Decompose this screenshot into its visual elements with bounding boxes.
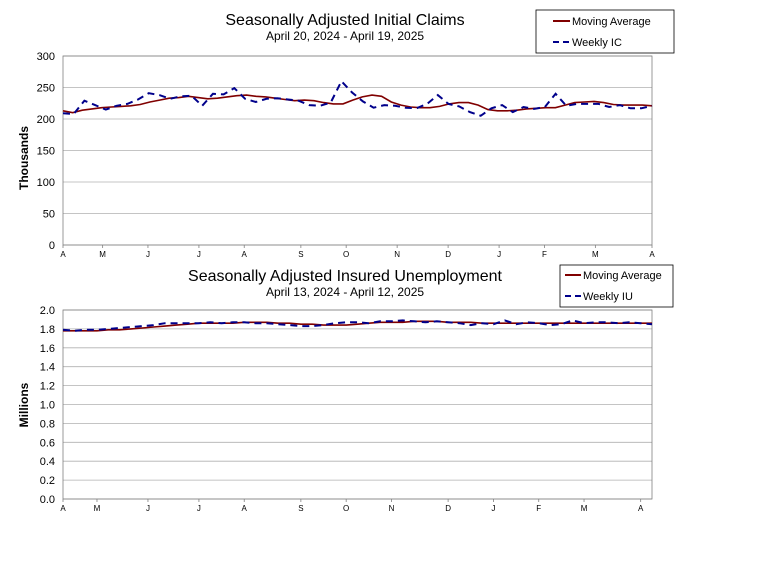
chart1-month-label: M <box>99 250 106 259</box>
chart1-ytick-label: 100 <box>37 177 55 189</box>
chart2-month-label: D <box>445 504 451 513</box>
chart2-ytick-label: 0.4 <box>40 456 55 468</box>
chart1-title: Seasonally Adjusted Initial Claims <box>225 12 464 29</box>
chart1-ytick-label: 150 <box>37 146 55 158</box>
chart2-moving-average-line <box>63 320 652 332</box>
chart2-ylabel: Millions <box>17 382 31 427</box>
chart1-ytick-label: 0 <box>49 240 55 252</box>
chart2-month-label: J <box>197 504 201 513</box>
chart2-plot-frame <box>62 309 653 500</box>
chart1-weekly-line <box>62 79 653 117</box>
chart2-ytick-label: 0.6 <box>40 437 55 449</box>
chart1-ytick-label: 50 <box>43 209 55 221</box>
chart2-ytick-label: 2.0 <box>40 305 55 317</box>
chart1-month-label: S <box>298 250 303 259</box>
chart2-ytick-label: 1.6 <box>40 343 55 355</box>
chart2-month-label: M <box>581 504 588 513</box>
chart2-month-label: A <box>242 504 248 513</box>
chart2-month-label: F <box>536 504 541 513</box>
chart1-month-label: J <box>197 250 201 259</box>
chart1-month-label: F <box>542 250 547 259</box>
chart1-month-label: J <box>146 250 150 259</box>
chart1-month-label: A <box>242 250 248 259</box>
chart1-legend-ma-label: Moving Average <box>572 16 651 28</box>
chart2-legend-weekly-label: Weekly IU <box>583 291 633 303</box>
chart1-ytick-label: 250 <box>37 83 55 95</box>
chart2-month-label: A <box>60 504 66 513</box>
chart2-ytick-label: 1.4 <box>40 362 55 374</box>
chart2-ytick-label: 0.2 <box>40 475 55 487</box>
chart1-month-label: A <box>649 250 655 259</box>
chart2-month-label: S <box>298 504 303 513</box>
chart2-month-label: A <box>638 504 644 513</box>
chart2-title: Seasonally Adjusted Insured Unemployment <box>188 268 503 285</box>
chart1-legend-weekly-label: Weekly IC <box>572 37 622 49</box>
chart2-legend-ma-label: Moving Average <box>583 270 662 282</box>
chart1-month-label: M <box>592 250 599 259</box>
chart2-ytick-label: 1.0 <box>40 400 55 412</box>
chart2-legend: Moving Average Weekly IU <box>559 264 674 308</box>
chart2-ytick-label: 0.0 <box>40 494 55 506</box>
chart1-month-label: J <box>497 250 501 259</box>
chart2-ytick-label: 1.2 <box>40 381 55 393</box>
chart2-month-label: M <box>94 504 101 513</box>
chart2-month-label: O <box>343 504 349 513</box>
chart1-ylabel: Thousands <box>17 126 31 190</box>
chart1-month-label: A <box>60 250 66 259</box>
chart1-plot-frame <box>62 55 653 246</box>
chart2-ytick-label: 0.8 <box>40 418 55 430</box>
chart1-month-label: D <box>445 250 451 259</box>
chart1-plot: 0 50 100 150 200 250 300 A M J J A S O N D J F M A <box>37 51 656 259</box>
chart1-ytick-label: 300 <box>37 51 55 63</box>
chart2-month-label: J <box>146 504 150 513</box>
chart2-weekly-line <box>62 319 653 332</box>
chart2-subtitle: April 13, 2024 - April 12, 2025 <box>266 285 424 299</box>
chart2-ytick-label: 1.8 <box>40 324 55 336</box>
chart1-moving-average-line <box>62 94 653 114</box>
chart1-ytick-label: 200 <box>37 114 55 126</box>
chart1-month-label: N <box>394 250 400 259</box>
chart1-month-label: O <box>343 250 349 259</box>
chart1-subtitle: April 20, 2024 - April 19, 2025 <box>266 29 424 43</box>
chart2-month-label: J <box>491 504 495 513</box>
chart1-legend: Moving Average Weekly IC <box>535 9 675 54</box>
chart2-plot: 0.0 0.2 0.4 0.6 0.8 1.0 1.2 1.4 1.6 1.8 2.0 A M J J A S O… <box>40 305 653 513</box>
chart2-month-label: N <box>389 504 395 513</box>
